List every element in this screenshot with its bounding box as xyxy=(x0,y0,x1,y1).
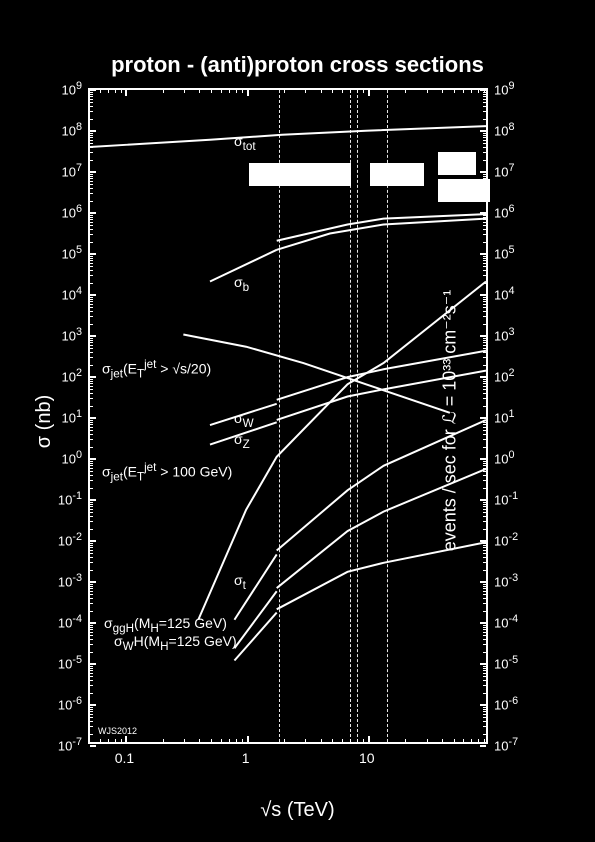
curve-sigma-jet-sqrts20 xyxy=(183,335,450,413)
y-tick-left: 10-5 xyxy=(42,654,82,671)
y-tick-right: 10-6 xyxy=(494,695,534,712)
y-tick-right: 100 xyxy=(494,449,534,466)
label-sigma_WH: σWH(MH=125 GeV) xyxy=(114,633,237,653)
curve-sigma-t xyxy=(234,420,486,620)
y-tick-left: 10-4 xyxy=(42,613,82,630)
y-tick-left: 10-6 xyxy=(42,695,82,712)
credit-text: WJS2012 xyxy=(98,726,137,736)
curve-sigma-b xyxy=(210,214,486,281)
legend-box xyxy=(438,152,476,175)
vline xyxy=(357,90,358,742)
y-tick-right: 10-7 xyxy=(494,736,534,753)
x-tick: 0.1 xyxy=(115,750,134,766)
y-tick-left: 100 xyxy=(42,449,82,466)
vline xyxy=(350,90,351,742)
y-tick-right: 108 xyxy=(494,121,534,138)
y-tick-right: 10-4 xyxy=(494,613,534,630)
y-tick-left: 101 xyxy=(42,408,82,425)
label-sigma_tot: σtot xyxy=(234,133,256,153)
y-tick-left: 103 xyxy=(42,326,82,343)
y-tick-right: 101 xyxy=(494,408,534,425)
y-tick-left: 10-2 xyxy=(42,531,82,548)
legend-box xyxy=(370,163,424,186)
y-tick-left: 107 xyxy=(42,162,82,179)
y-tick-right: 106 xyxy=(494,203,534,220)
y-tick-left: 106 xyxy=(42,203,82,220)
curve-sigma-Z xyxy=(210,371,486,445)
label-sigma_b: σb xyxy=(234,274,249,294)
y-tick-left: 108 xyxy=(42,121,82,138)
y-tick-right: 107 xyxy=(494,162,534,179)
curve-sigma-ggH xyxy=(234,469,486,648)
label-sigma_t: σt xyxy=(234,572,246,592)
label-sigma_ggH: σggH(MH=125 GeV) xyxy=(104,615,227,635)
y-tick-left: 10-1 xyxy=(42,490,82,507)
y-tick-right: 10-5 xyxy=(494,654,534,671)
y-tick-right: 10-3 xyxy=(494,572,534,589)
y-tick-left: 102 xyxy=(42,367,82,384)
label-sigma_jet_sqrts20: σjet(ETjet > √s/20) xyxy=(102,358,211,380)
y-tick-left: 10-3 xyxy=(42,572,82,589)
y-tick-left: 105 xyxy=(42,244,82,261)
y-tick-left: 109 xyxy=(42,80,82,97)
y-tick-right: 103 xyxy=(494,326,534,343)
y-tick-right: 105 xyxy=(494,244,534,261)
label-sigma_jet_100gev: σjet(ETjet > 100 GeV) xyxy=(102,461,232,483)
x-tick: 1 xyxy=(242,750,250,766)
y-tick-left: 104 xyxy=(42,285,82,302)
y-tick-right: 10-1 xyxy=(494,490,534,507)
y-tick-right: 10-2 xyxy=(494,531,534,548)
x-tick: 10 xyxy=(359,750,375,766)
chart-title: proton - (anti)proton cross sections xyxy=(0,52,595,78)
label-sigma_W: σW xyxy=(234,410,254,430)
vline xyxy=(387,90,388,742)
x-axis-label: √s (TeV) xyxy=(0,799,595,822)
y-tick-right: 102 xyxy=(494,367,534,384)
label-sigma_Z: σZ xyxy=(234,431,250,451)
y-tick-right: 104 xyxy=(494,285,534,302)
vline xyxy=(279,90,280,742)
y-tick-right: 109 xyxy=(494,80,534,97)
y-tick-left: 10-7 xyxy=(42,736,82,753)
curve-sigma-tot xyxy=(90,126,486,147)
legend-box xyxy=(249,163,351,186)
legend-box xyxy=(438,179,490,202)
plot-area: WJS2012 σtot σb σjet(ETjet > √s/20) σWσZσje… xyxy=(88,88,488,744)
